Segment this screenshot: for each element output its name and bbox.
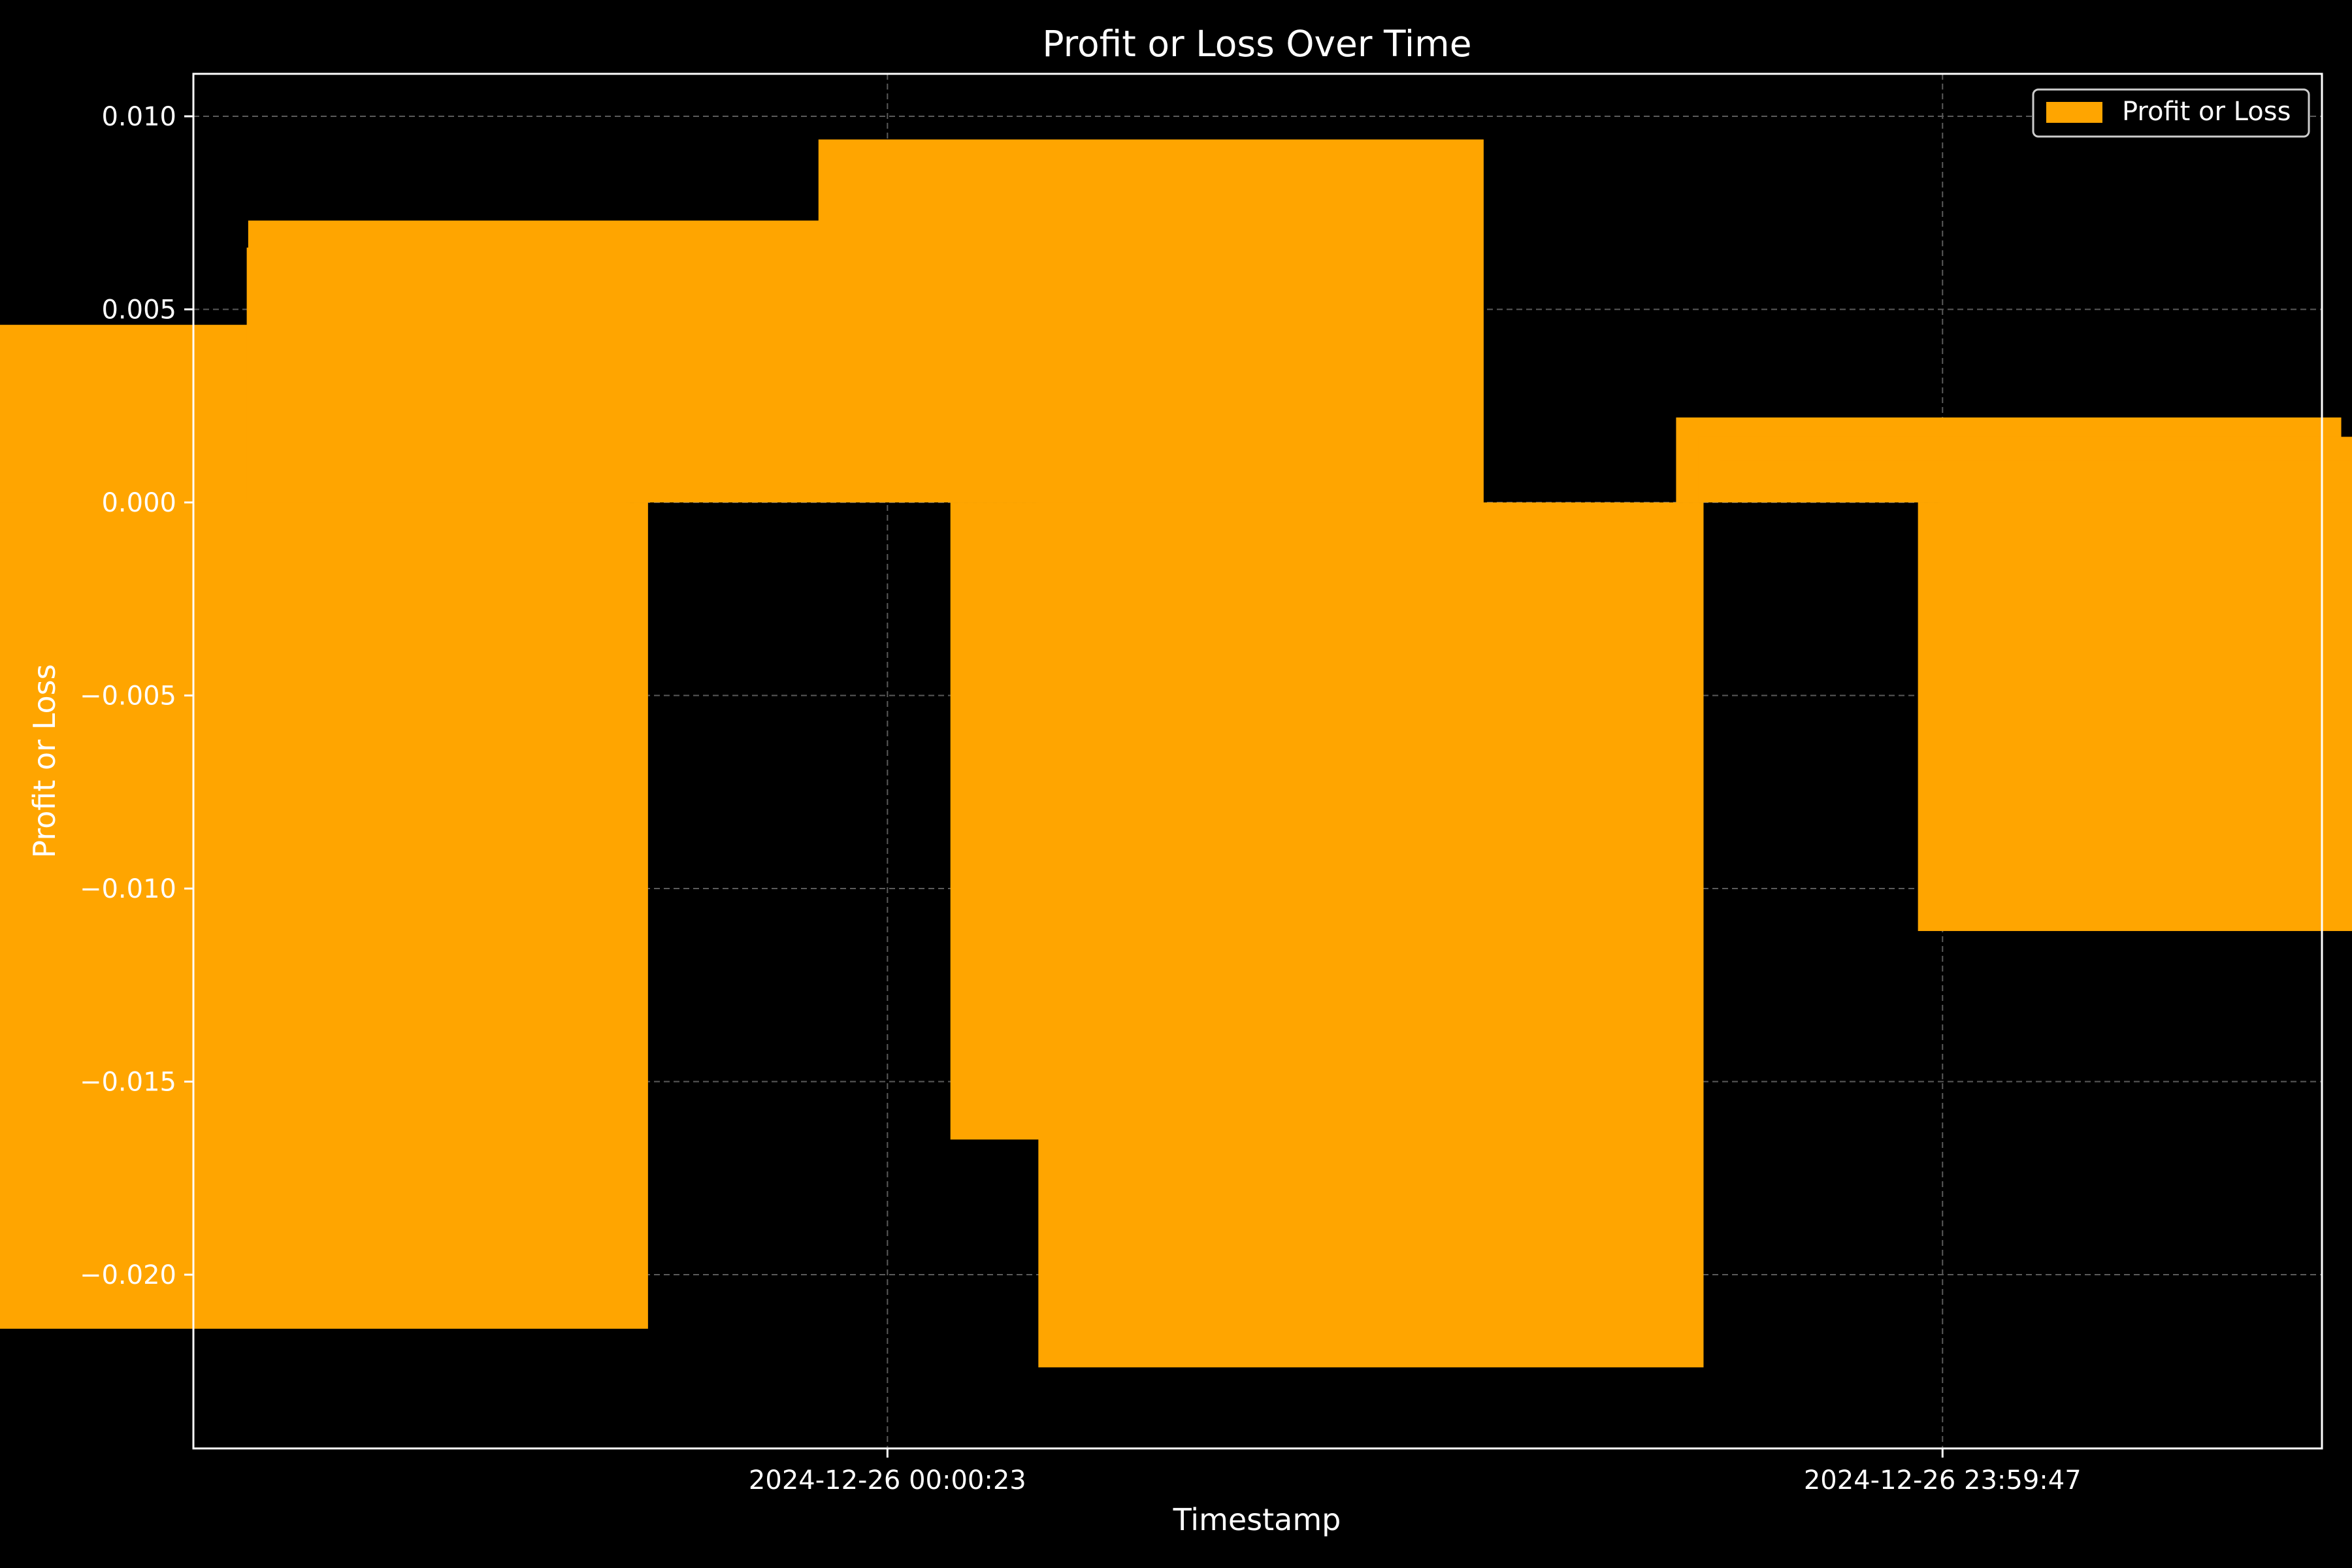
y-tick-label-2: 0.000	[101, 488, 176, 518]
y-tick-label-5: −0.015	[80, 1068, 176, 1098]
y-tick-label-1: 0.005	[101, 295, 176, 325]
y-axis: 0.010 0.005 0.000 −0.005 −0.010 −0.015 −0.020	[80, 102, 193, 1290]
x-tick-label-1: 2024-12-26 23:59:47	[1804, 1465, 2082, 1495]
y-tick-label-3: −0.005	[80, 681, 176, 711]
legend: Profit or Loss	[2032, 88, 2310, 138]
chart-title: Profit or Loss Over Time	[1042, 23, 1471, 65]
y-tick-label-4: −0.010	[80, 874, 176, 904]
bar-15	[1961, 502, 2352, 866]
x-axis-label: Timestamp	[1173, 1502, 1341, 1537]
plot-frame	[192, 73, 2323, 1450]
bar-7	[818, 139, 1484, 503]
legend-box	[2032, 88, 2310, 138]
bar-6	[248, 220, 914, 503]
bar-9	[1038, 502, 1704, 1367]
x-tick-label-0: 2024-12-26 00:00:23	[749, 1465, 1026, 1495]
x-axis: 2024-12-26 00:00:23 2024-12-26 23:59:47	[749, 1448, 2082, 1495]
y-tick-label-0: 0.010	[101, 102, 176, 132]
legend-label: Profit or Loss	[2122, 97, 2291, 127]
legend-swatch	[2046, 102, 2102, 123]
bars	[0, 139, 2352, 1367]
bar-12	[1720, 460, 2352, 503]
y-tick-label-6: −0.020	[80, 1260, 176, 1290]
bar-4	[0, 502, 648, 1329]
y-axis-label: Profit or Loss	[27, 664, 62, 858]
